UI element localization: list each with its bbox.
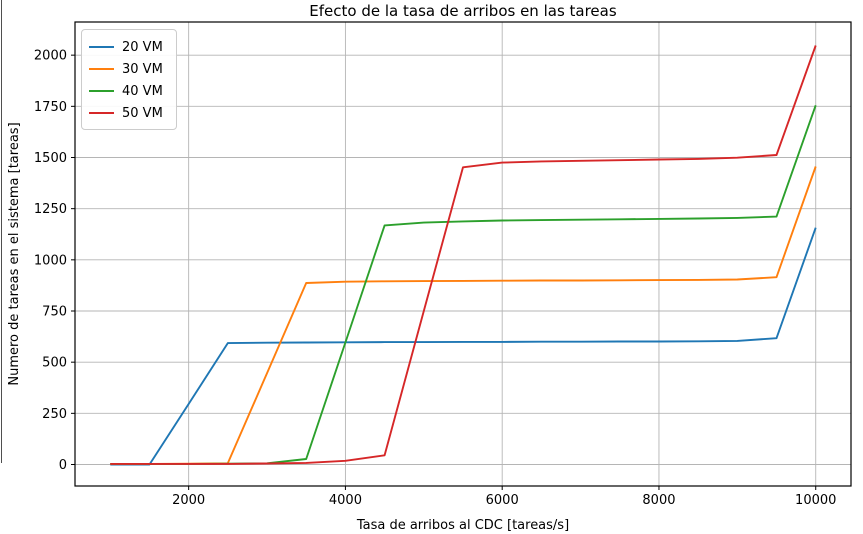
series-line-20-vm [110, 227, 817, 466]
y-tick-label-500: 500 [42, 356, 67, 371]
legend-item-30-vm: 30 VM [82, 58, 176, 80]
y-tick-label-1750: 1750 [34, 100, 67, 115]
y-tick-label-0: 0 [59, 458, 67, 473]
series-layer [110, 45, 817, 466]
y-axis-label: Numero de tareas en el sistema [tareas] [7, 122, 22, 385]
window-left-edge [1, 0, 2, 463]
legend-item-20-vm: 20 VM [82, 36, 176, 58]
grid-layer [75, 22, 851, 486]
y-tick-label-1250: 1250 [34, 202, 67, 217]
series-line-30-vm [110, 166, 817, 465]
legend-item-50-vm: 50 VM [82, 102, 176, 124]
y-tick-label-1500: 1500 [34, 151, 67, 166]
legend-item-40-vm: 40 VM [82, 80, 176, 102]
x-axis-label: Tasa de arribos al CDC [tareas/s] [356, 518, 569, 533]
x-tick-label-8000: 8000 [642, 493, 675, 508]
plot-frame [74, 21, 852, 487]
x-tick-label-6000: 6000 [486, 493, 519, 508]
y-tick-label-750: 750 [42, 305, 67, 320]
legend-line-sample [89, 112, 114, 114]
legend: 20 VM 30 VM 40 VM 50 VM [81, 29, 177, 130]
legend-label: 40 VM [122, 83, 163, 99]
legend-label: 20 VM [122, 39, 163, 55]
series-line-50-vm [110, 45, 817, 465]
legend-line-sample [89, 46, 114, 48]
x-tick-label-4000: 4000 [329, 493, 362, 508]
legend-label: 50 VM [122, 105, 163, 121]
legend-line-sample [89, 90, 114, 92]
legend-label: 30 VM [122, 61, 163, 77]
y-tick-label-2000: 2000 [34, 49, 67, 64]
x-tick-label-10000: 10000 [795, 493, 836, 508]
tick-layer: 2000 4000 6000 8000 10000 0 250 500 750 1000 1250 1… [34, 49, 837, 508]
legend-line-sample [89, 68, 114, 70]
y-tick-label-1000: 1000 [34, 253, 67, 268]
y-tick-label-250: 250 [42, 407, 67, 422]
chart-title: Efecto de la tasa de arribos en las tare… [309, 2, 617, 20]
x-tick-label-2000: 2000 [172, 493, 205, 508]
